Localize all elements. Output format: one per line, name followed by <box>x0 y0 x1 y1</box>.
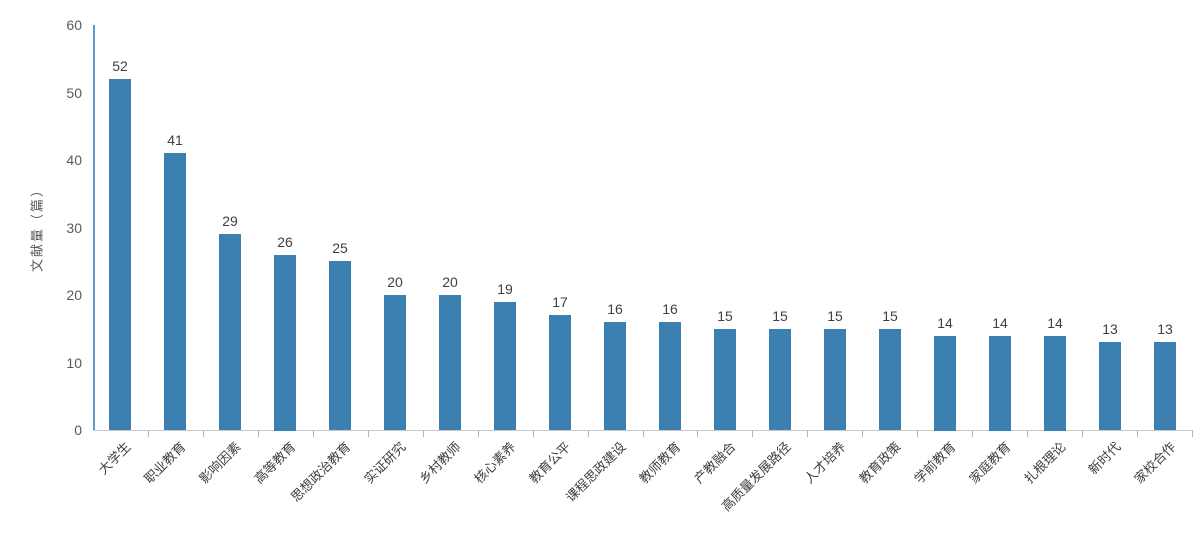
x-tick <box>917 430 918 437</box>
bar <box>879 329 901 430</box>
bar-value-label: 15 <box>717 308 733 324</box>
bar <box>604 322 626 430</box>
y-axis-line <box>93 25 95 430</box>
bar-value-label: 25 <box>332 240 348 256</box>
bar-value-label: 15 <box>882 308 898 324</box>
bar <box>769 329 791 430</box>
bar <box>659 322 681 430</box>
x-tick <box>862 430 863 437</box>
x-tick <box>752 430 753 437</box>
bar <box>164 153 186 430</box>
bar <box>989 336 1011 431</box>
bar <box>1044 336 1066 431</box>
x-tick <box>423 430 424 437</box>
x-tick <box>533 430 534 437</box>
bar <box>1154 342 1176 430</box>
x-tick <box>148 430 149 437</box>
bar <box>329 261 351 430</box>
bar-value-label: 15 <box>772 308 788 324</box>
bar-value-label: 20 <box>387 274 403 290</box>
bar <box>219 234 241 430</box>
y-tick-label: 0 <box>74 422 82 438</box>
bar <box>549 315 571 430</box>
bar-value-label: 14 <box>1047 315 1063 331</box>
bar-value-label: 26 <box>277 234 293 250</box>
bar <box>1099 342 1121 430</box>
bar-value-label: 14 <box>992 315 1008 331</box>
bar <box>714 329 736 430</box>
x-tick <box>643 430 644 437</box>
x-tick <box>203 430 204 437</box>
bar-value-label: 15 <box>827 308 843 324</box>
x-tick <box>478 430 479 437</box>
bar <box>494 302 516 430</box>
bar-value-label: 14 <box>937 315 953 331</box>
bar-value-label: 41 <box>167 132 183 148</box>
bar-value-label: 16 <box>607 301 623 317</box>
y-tick-label: 50 <box>66 84 82 101</box>
y-tick-label: 40 <box>66 152 82 168</box>
bar-value-label: 29 <box>222 213 238 229</box>
bar <box>439 295 461 430</box>
bar-value-label: 52 <box>112 58 128 74</box>
bar <box>384 295 406 430</box>
x-tick <box>697 430 698 437</box>
y-tick-label: 20 <box>66 287 82 303</box>
x-tick <box>588 430 589 437</box>
y-tick-label: 60 <box>66 17 82 33</box>
bar-value-label: 20 <box>442 274 458 290</box>
x-tick <box>258 430 259 437</box>
x-tick <box>1137 430 1138 437</box>
x-tick <box>1082 430 1083 437</box>
x-tick <box>1027 430 1028 437</box>
bar-value-label: 19 <box>497 281 513 297</box>
x-tick <box>313 430 314 437</box>
y-tick-label: 30 <box>66 219 82 236</box>
x-axis-line <box>93 430 1192 431</box>
bar <box>934 336 956 431</box>
x-tick <box>972 430 973 437</box>
x-tick <box>368 430 369 437</box>
x-tick <box>807 430 808 437</box>
bar-value-label: 13 <box>1102 321 1118 337</box>
bar <box>109 79 131 430</box>
x-category-label: 大学生 <box>95 439 134 478</box>
bar-value-label: 16 <box>662 301 678 317</box>
bar <box>824 329 846 430</box>
bar <box>274 255 296 431</box>
bar-value-label: 13 <box>1157 321 1173 337</box>
x-tick <box>1192 430 1193 437</box>
bar-value-label: 17 <box>552 294 568 310</box>
y-tick-label: 10 <box>66 354 82 371</box>
